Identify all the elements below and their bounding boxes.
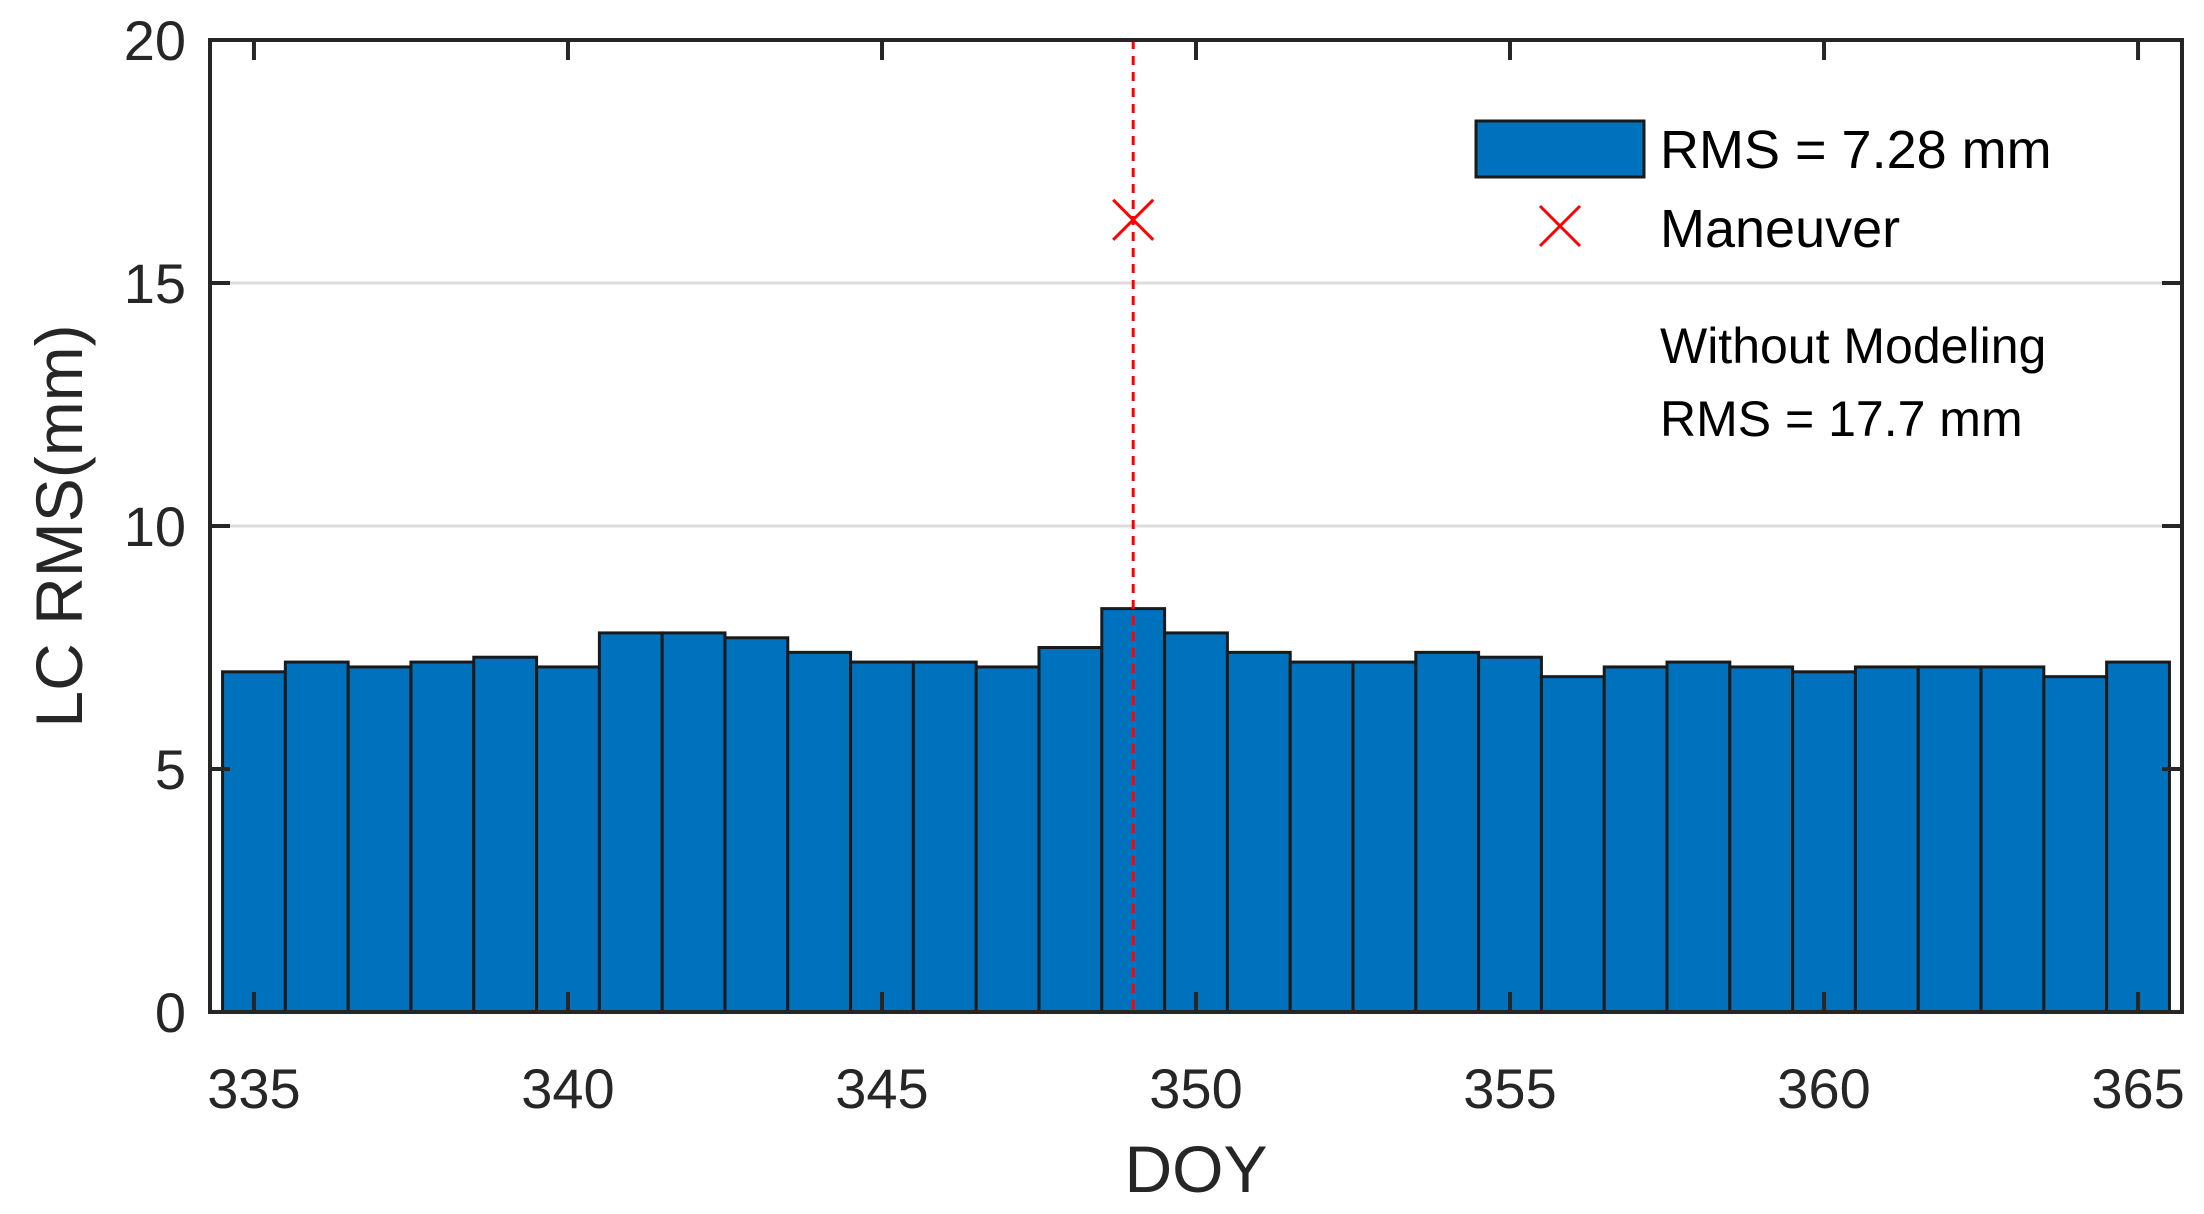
x-tick-label-335: 335 [207,1057,300,1120]
bar-layer [221,607,2171,1014]
bar-doy-357 [1602,665,1669,1014]
bar-doy-339 [472,655,539,1014]
bar-doy-353 [1351,660,1418,1014]
maneuver-layer [1112,40,1155,1012]
bar-doy-360 [1791,670,1857,1014]
x-tick-label-360: 360 [1777,1057,1870,1120]
legend-label-rms: RMS = 7.28 mm [1660,120,2052,180]
bar-doy-355 [1477,655,1543,1014]
bar-doy-343 [723,636,790,1014]
bar-doy-356 [1539,675,1606,1014]
legend-x-marker [1538,204,1582,248]
legend-bar-swatch [1474,119,1646,179]
bar-doy-361 [1853,665,1920,1014]
bar-doy-365 [2105,660,2171,1014]
legend: RMS = 7.28 mm Maneuver [1474,119,2052,259]
y-tick-label-5: 5 [155,738,186,801]
bar-doy-358 [1665,660,1732,1014]
bar-doy-341 [597,631,664,1014]
y-tick-label-20: 20 [124,9,186,72]
tick-layer: 335 340 345 350 355 360 365 0 5 10 15 20 [124,9,2185,1120]
x-tick-label-365: 365 [2091,1057,2184,1120]
bar-doy-342 [660,631,727,1014]
bar-doy-364 [2042,675,2109,1014]
bar-doy-340 [535,665,601,1014]
y-tick-label-15: 15 [124,252,186,315]
bar-doy-346 [911,660,978,1014]
bar-doy-350 [1163,631,1229,1014]
bar-doy-359 [1728,665,1795,1014]
x-axis-label: DOY [1124,1132,1267,1206]
annotation-line-2: RMS = 17.7 mm [1660,391,2023,447]
bar-doy-336 [283,660,350,1014]
x-tick-label-345: 345 [835,1057,928,1120]
x-tick-label-340: 340 [521,1057,614,1120]
bar-doy-345 [849,660,915,1014]
bar-doy-354 [1414,650,1481,1014]
bar-doy-351 [1225,650,1292,1014]
bar-doy-347 [974,665,1041,1014]
x-tick-label-350: 350 [1149,1057,1242,1120]
bar-doy-337 [346,665,413,1014]
label-layer: DOY LC RMS(mm) [22,324,1268,1206]
legend-label-maneuver: Maneuver [1660,199,1900,259]
y-tick-label-10: 10 [124,495,186,558]
annotation: Without Modeling RMS = 17.7 mm [1660,318,2046,447]
bar-doy-338 [409,660,476,1014]
y-axis-label: LC RMS(mm) [22,324,96,727]
annotation-line-1: Without Modeling [1660,318,2046,374]
bar-doy-348 [1037,646,1104,1014]
y-tick-label-0: 0 [155,981,186,1044]
bar-doy-362 [1916,665,1983,1014]
bar-doy-335 [221,670,287,1014]
bar-doy-344 [786,650,853,1014]
maneuver-marker [1112,198,1155,241]
bar-doy-352 [1288,660,1355,1014]
bar-doy-363 [1979,665,2046,1014]
x-tick-label-355: 355 [1463,1057,1556,1120]
